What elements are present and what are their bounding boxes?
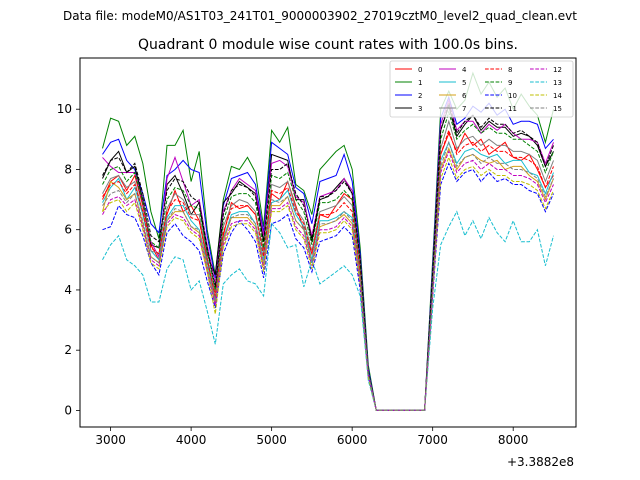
y-axis: 0 2 4 6 8 10 — [57, 102, 80, 417]
x-tick-label: 7000 — [417, 433, 448, 447]
legend-label-0: 0 — [418, 66, 422, 74]
legend-label-11: 11 — [508, 105, 517, 113]
x-tick-label: 6000 — [337, 433, 368, 447]
x-axis: 3000 4000 5000 6000 7000 8000 — [95, 427, 528, 447]
legend-label-4: 4 — [462, 66, 467, 74]
legend-label-14: 14 — [553, 92, 562, 100]
y-tick-label: 6 — [64, 223, 72, 237]
y-tick-label: 10 — [57, 102, 72, 116]
series-line-10 — [102, 162, 554, 411]
series-line-14 — [102, 155, 554, 411]
series-line-3 — [102, 104, 554, 411]
series-line-9 — [102, 110, 554, 411]
x-tick-label: 8000 — [498, 433, 529, 447]
y-tick-label: 2 — [64, 343, 72, 357]
legend-label-5: 5 — [462, 79, 466, 87]
series-line-4 — [102, 98, 554, 411]
series-line-13 — [102, 210, 554, 411]
series-line-2 — [102, 95, 554, 411]
x-tick-label: 4000 — [176, 433, 207, 447]
series-line-5 — [102, 140, 554, 411]
series-line-6 — [102, 146, 554, 411]
series-line-8 — [102, 128, 554, 411]
x-tick-label: 3000 — [95, 433, 126, 447]
x-offset-label: +3.3882e8 — [507, 455, 574, 469]
series-line-0 — [102, 131, 554, 411]
suptitle: Data file: modeM0/AS1T03_241T01_90000039… — [63, 9, 577, 23]
legend-label-7: 7 — [462, 105, 466, 113]
legend-label-8: 8 — [508, 66, 512, 74]
legend-label-3: 3 — [418, 105, 422, 113]
legend-label-9: 9 — [508, 79, 512, 87]
y-tick-label: 8 — [64, 162, 72, 176]
legend-frame — [389, 60, 574, 118]
series-line-1 — [102, 71, 554, 411]
axes-frame — [79, 57, 577, 428]
x-tick-label: 5000 — [256, 433, 287, 447]
series-layer — [102, 71, 554, 411]
series-line-12 — [102, 149, 554, 411]
legend-label-12: 12 — [553, 66, 562, 74]
series-line-11 — [102, 101, 554, 411]
chart-title: Quadrant 0 module wise count rates with … — [138, 37, 518, 53]
legend-label-2: 2 — [418, 92, 422, 100]
legend-label-15: 15 — [553, 105, 562, 113]
y-tick-label: 0 — [64, 403, 72, 417]
series-line-15 — [102, 140, 554, 411]
legend-label-10: 10 — [508, 92, 517, 100]
y-tick-label: 4 — [64, 283, 72, 297]
legend-label-6: 6 — [462, 92, 467, 100]
legend-label-1: 1 — [418, 79, 422, 87]
legend-label-13: 13 — [553, 79, 562, 87]
series-line-7 — [102, 119, 554, 411]
